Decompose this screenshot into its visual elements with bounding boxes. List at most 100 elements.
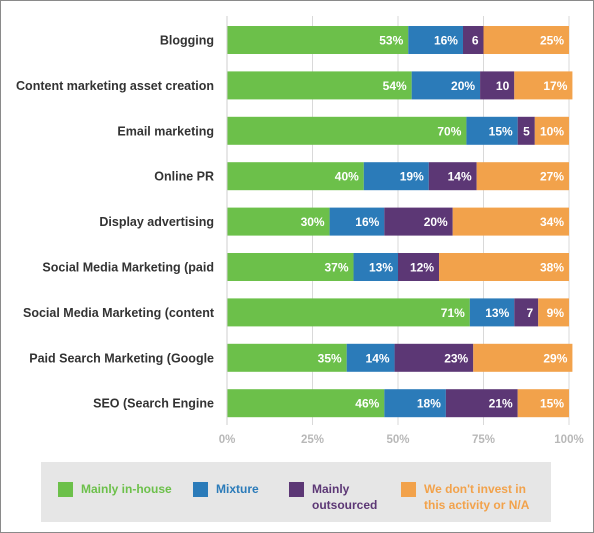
legend-swatch-no-investment xyxy=(401,482,416,497)
bar-segment-mainly-outsourced xyxy=(394,343,474,372)
bar-segment-mainly-in-house xyxy=(227,389,385,418)
data-label: 16% xyxy=(434,34,458,48)
bar-segment-we-don-t-invest-in-this-activity-or-n-a xyxy=(476,162,569,191)
legend-label-mainly-outsourced: Mainly outsourced xyxy=(312,482,378,512)
legend-swatch-mixture xyxy=(193,482,208,497)
bar-segment-mainly-in-house xyxy=(227,116,467,145)
data-label: 14% xyxy=(366,351,390,365)
data-label: 14% xyxy=(448,170,472,184)
data-label: 70% xyxy=(437,124,461,138)
legend-label-no-investment: We don't invest in this activity or N/A xyxy=(424,482,530,512)
data-label: 7 xyxy=(527,306,534,320)
data-label: 34% xyxy=(540,215,564,229)
data-label: 71% xyxy=(441,306,465,320)
data-label: 30% xyxy=(301,215,325,229)
legend-item-mixture: Mixture xyxy=(193,481,259,497)
bar-segment-mixture xyxy=(363,162,429,191)
bar-segment-mainly-outsourced xyxy=(384,207,453,236)
bar-segment-mainly-in-house xyxy=(227,253,354,281)
data-label: 13% xyxy=(369,261,393,275)
category-label: Display advertising xyxy=(99,215,214,229)
x-tick-label: 100% xyxy=(554,434,583,446)
bar-segment-mainly-in-house xyxy=(227,207,330,236)
bar-segment-mainly-in-house xyxy=(227,298,470,327)
x-tick-label: 25% xyxy=(301,434,324,446)
bar-segment-mixture xyxy=(411,71,481,100)
legend-item-no-investment: We don't invest in this activity or N/A xyxy=(401,481,529,513)
bar-segment-mixture xyxy=(466,116,518,145)
bar-segment-mixture xyxy=(329,207,385,236)
bar-segment-mixture xyxy=(384,389,446,418)
data-label: 21% xyxy=(489,397,513,411)
bar-segment-mainly-outsourced xyxy=(514,298,539,327)
bar-segment-mainly-outsourced xyxy=(445,389,518,418)
data-label: 15% xyxy=(540,397,564,411)
bar-segment-we-don-t-invest-in-this-activity-or-n-a xyxy=(473,343,573,372)
legend-item-mainly-in-house: Mainly in-house xyxy=(58,481,172,497)
data-label: 37% xyxy=(325,261,349,275)
legend-label-mixture: Mixture xyxy=(216,482,259,496)
bar-segment-we-don-t-invest-in-this-activity-or-n-a xyxy=(534,116,569,145)
category-label: Social Media Marketing (content xyxy=(23,306,215,320)
category-label: Paid Search Marketing (Google xyxy=(29,351,214,365)
data-label: 18% xyxy=(417,397,441,411)
category-label: Content marketing asset creation xyxy=(16,79,214,93)
data-label: 53% xyxy=(379,34,403,48)
category-label: Email marketing xyxy=(117,124,214,138)
bar-segment-mainly-outsourced xyxy=(480,71,515,100)
data-label: 9% xyxy=(547,306,565,320)
bar-segment-we-don-t-invest-in-this-activity-or-n-a xyxy=(514,71,573,100)
data-label: 10 xyxy=(496,79,510,93)
data-label: 20% xyxy=(451,79,475,93)
bar-segment-mainly-outsourced xyxy=(428,162,477,191)
data-label: 17% xyxy=(543,79,567,93)
category-label: Online PR xyxy=(154,170,214,184)
data-label: 40% xyxy=(335,170,359,184)
data-label: 23% xyxy=(444,351,468,365)
data-label: 46% xyxy=(355,397,379,411)
data-label: 35% xyxy=(318,351,342,365)
category-label: SEO (Search Engine xyxy=(93,397,214,411)
x-tick-label: 50% xyxy=(386,434,409,446)
data-label: 27% xyxy=(540,170,564,184)
data-label: 12% xyxy=(410,261,434,275)
data-label: 19% xyxy=(400,170,424,184)
bar-segment-mainly-in-house xyxy=(227,162,364,191)
category-label: Social Media Marketing (paid xyxy=(42,261,214,275)
bar-segment-mainly-outsourced xyxy=(517,116,535,145)
data-label: 25% xyxy=(540,34,564,48)
data-label: 6 xyxy=(472,34,479,48)
bar-segment-mixture xyxy=(346,343,395,372)
bar-segment-mainly-in-house xyxy=(227,26,409,54)
stacked-bar-chart: 0% 25% 50% 75% 100% Blogging 53% 16% 6 25% Content… xyxy=(16,16,584,446)
data-label: 16% xyxy=(355,215,379,229)
x-tick-label: 75% xyxy=(472,434,495,446)
data-label: 20% xyxy=(424,215,448,229)
data-label: 13% xyxy=(485,306,509,320)
legend-swatch-mainly-in-house xyxy=(58,482,73,497)
bar-segment-mixture xyxy=(408,26,463,54)
data-label: 5 xyxy=(523,124,530,138)
bar-segment-we-don-t-invest-in-this-activity-or-n-a xyxy=(452,207,569,236)
data-label: 54% xyxy=(383,79,407,93)
bar-segment-mainly-outsourced xyxy=(398,253,440,281)
bar-segment-we-don-t-invest-in-this-activity-or-n-a xyxy=(517,389,569,418)
bar-segment-mixture xyxy=(353,253,398,281)
data-label: 38% xyxy=(540,261,564,275)
bar-segment-we-don-t-invest-in-this-activity-or-n-a xyxy=(538,298,569,327)
data-label: 15% xyxy=(489,124,513,138)
legend-swatch-mainly-outsourced xyxy=(289,482,304,497)
bar-segment-mainly-in-house xyxy=(227,71,412,100)
bar-segment-mixture xyxy=(469,298,515,327)
bar-segment-we-don-t-invest-in-this-activity-or-n-a xyxy=(483,26,569,54)
bar-segment-we-don-t-invest-in-this-activity-or-n-a xyxy=(439,253,569,281)
legend: Mainly in-house Mixture Mainly outsource… xyxy=(41,462,551,522)
x-tick-label: 0% xyxy=(219,434,236,446)
bar-segment-mainly-in-house xyxy=(227,343,347,372)
data-label: 29% xyxy=(543,351,567,365)
legend-label-mainly-in-house: Mainly in-house xyxy=(81,482,172,496)
category-label: Blogging xyxy=(160,34,214,48)
legend-item-mainly-outsourced: Mainly outsourced xyxy=(289,481,377,513)
bar-segment-mainly-outsourced xyxy=(462,26,484,54)
data-label: 10% xyxy=(540,124,564,138)
